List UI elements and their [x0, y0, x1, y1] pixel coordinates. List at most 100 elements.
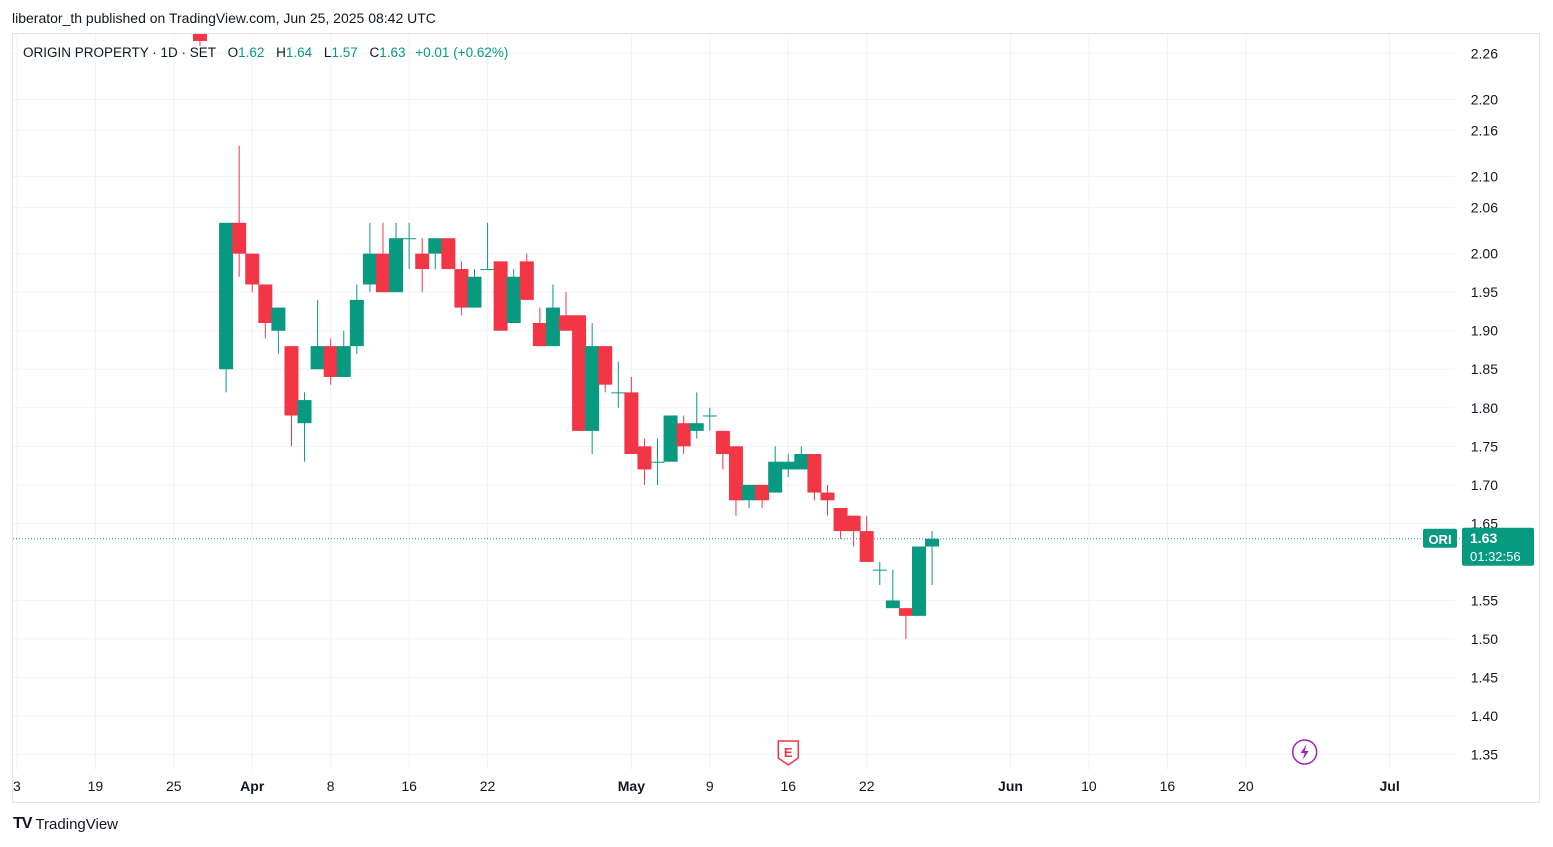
candle [375, 222, 390, 293]
candle [297, 392, 312, 462]
low-value: 1.57 [331, 45, 358, 60]
candle [506, 269, 521, 324]
candle-body [310, 346, 325, 370]
candle-body [480, 269, 495, 271]
candle [545, 284, 560, 347]
candle [428, 238, 443, 270]
candle-body [768, 461, 783, 493]
candle [415, 238, 430, 293]
y-tick-label: 2.20 [1471, 92, 1498, 108]
candle [755, 484, 770, 508]
candle-body [219, 222, 234, 370]
y-tick-label: 1.95 [1471, 284, 1498, 300]
candle-body [637, 446, 652, 470]
candle [794, 446, 809, 470]
tradingview-brand: TradingView [35, 815, 118, 833]
tradingview-logo[interactable]: TV TradingView [13, 815, 118, 833]
candle [402, 222, 417, 270]
y-tick-label: 2.26 [1471, 45, 1498, 61]
candle [219, 222, 234, 393]
candle-body [284, 346, 299, 416]
candle [271, 307, 286, 354]
x-tick-label: 22 [480, 778, 496, 794]
x-tick-label: May [618, 778, 645, 794]
x-tick-label: Jun [998, 778, 1023, 794]
y-tick-label: 2.10 [1471, 169, 1498, 185]
candle [572, 315, 587, 431]
candle [310, 299, 325, 370]
candle [467, 269, 482, 308]
candle-body [532, 323, 547, 347]
candle-body [598, 346, 613, 385]
candle-body [898, 608, 913, 616]
candle [872, 561, 887, 586]
candle [742, 484, 757, 508]
candle-body [545, 307, 560, 347]
change-value: +0.01 (+0.62%) [415, 45, 509, 60]
candle-body [349, 299, 364, 347]
candle-body [389, 238, 404, 293]
candle [781, 454, 796, 478]
y-tick-label: 1.40 [1471, 708, 1498, 724]
candle [245, 253, 260, 293]
x-tick-label: Apr [240, 778, 265, 794]
earnings-marker: E [777, 740, 800, 766]
candle-body [781, 461, 796, 470]
candle [637, 438, 652, 485]
cropped-candle-body [192, 34, 207, 41]
candle [650, 438, 665, 485]
candle-body [794, 454, 809, 470]
candle-body [493, 261, 508, 331]
countdown-label: 01:32:56 [1470, 549, 1521, 564]
x-axis: 3 19 25 Apr 8 16 22 May 9 16 22 Jun 10 16 20 Jul [13, 778, 1400, 794]
candle-layer [192, 34, 940, 639]
lightning-glyph [1300, 744, 1309, 760]
high-label: H [276, 45, 286, 60]
legend: ORIGIN PROPERTY · 1D · SET O1.62 H1.64 L… [23, 45, 508, 60]
price-tag: ORI 1.63 01:32:56 [1423, 527, 1534, 566]
x-tick-label: 19 [88, 778, 104, 794]
x-tick-label: 16 [780, 778, 796, 794]
candle [624, 376, 639, 455]
candle-body [859, 531, 874, 562]
x-tick-label: 9 [706, 778, 714, 794]
y-tick-label: 1.55 [1471, 592, 1498, 608]
candle-body [271, 307, 286, 331]
y-tick-label: 1.85 [1471, 361, 1498, 377]
close-label: C [369, 45, 380, 60]
candle-body [820, 492, 835, 501]
candle-body [415, 253, 430, 270]
candle [833, 507, 848, 539]
y-tick-label: 1.80 [1471, 400, 1498, 416]
candle [519, 253, 534, 300]
y-axis: 2.26 2.20 2.16 2.10 2.06 2.00 1.95 1.90 1.85 1.80… [1471, 45, 1498, 762]
candle-body [258, 284, 273, 324]
candle-body [846, 515, 861, 532]
x-tick-label: 25 [166, 778, 182, 794]
candle [598, 346, 613, 393]
candle-body [715, 430, 730, 455]
x-tick-label: 16 [1160, 778, 1176, 794]
event-marker-layer: E [777, 739, 1318, 766]
candle-body [663, 415, 678, 462]
candle [532, 307, 547, 347]
candle-body [885, 600, 900, 609]
candle-body [428, 238, 443, 254]
candle-body [402, 238, 417, 240]
candle-body [742, 484, 757, 501]
candle [493, 261, 508, 331]
x-tick-label: 3 [13, 778, 21, 794]
candle [768, 446, 783, 493]
candle [441, 238, 456, 270]
current-price-label: 1.63 [1470, 530, 1497, 546]
y-tick-label: 2.06 [1471, 199, 1498, 215]
candle-body [232, 222, 247, 254]
earnings-badge [777, 740, 800, 766]
close-value: 1.63 [379, 45, 406, 60]
candle [859, 515, 874, 562]
grid-layer [13, 34, 1455, 770]
earnings-icon: E [784, 745, 793, 760]
candle-body [624, 392, 639, 455]
y-tick-label: 1.45 [1471, 670, 1498, 686]
